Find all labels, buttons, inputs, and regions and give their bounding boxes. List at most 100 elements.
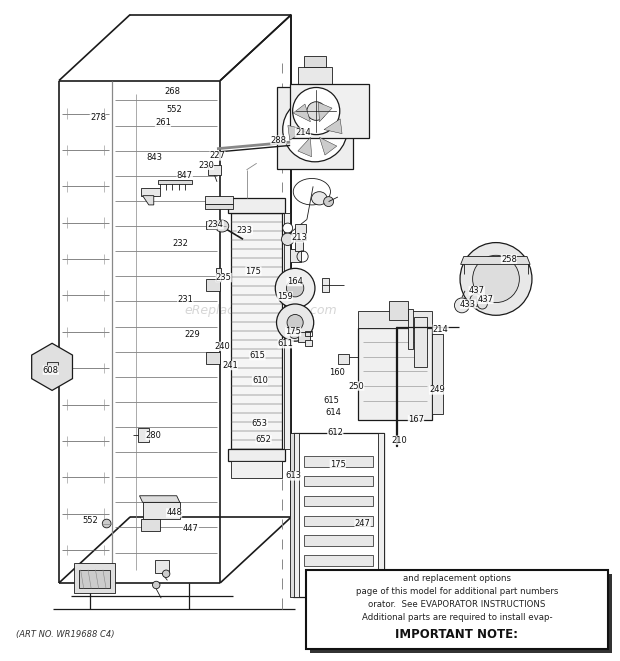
Text: 613: 613 bbox=[285, 471, 301, 481]
Circle shape bbox=[275, 268, 315, 308]
Text: 433: 433 bbox=[460, 299, 476, 309]
Bar bbox=[358, 311, 432, 328]
Polygon shape bbox=[140, 496, 180, 502]
Text: 240: 240 bbox=[214, 342, 229, 351]
Bar bbox=[408, 309, 413, 349]
Circle shape bbox=[307, 102, 326, 120]
Text: 437: 437 bbox=[469, 286, 485, 295]
Circle shape bbox=[283, 223, 293, 233]
Bar bbox=[79, 570, 110, 588]
Bar bbox=[284, 213, 290, 449]
Polygon shape bbox=[32, 343, 73, 391]
Bar bbox=[304, 456, 373, 467]
Circle shape bbox=[293, 87, 340, 135]
Bar bbox=[138, 428, 149, 442]
Bar bbox=[396, 327, 397, 446]
Text: 234: 234 bbox=[208, 220, 224, 229]
Bar bbox=[206, 279, 220, 291]
Circle shape bbox=[283, 97, 347, 162]
Circle shape bbox=[324, 196, 334, 207]
Text: 175: 175 bbox=[285, 327, 301, 336]
Text: 230: 230 bbox=[198, 161, 214, 170]
Bar bbox=[304, 56, 326, 67]
Bar bbox=[306, 570, 608, 649]
Bar bbox=[414, 317, 427, 367]
Bar bbox=[378, 433, 384, 597]
Bar bbox=[74, 563, 115, 593]
Polygon shape bbox=[298, 137, 312, 157]
Text: and replacement options: and replacement options bbox=[403, 574, 511, 582]
Text: 615: 615 bbox=[324, 396, 340, 405]
Bar bbox=[298, 67, 332, 87]
Bar bbox=[277, 87, 353, 169]
Text: 447: 447 bbox=[183, 524, 199, 533]
Text: 213: 213 bbox=[291, 233, 308, 243]
Text: 250: 250 bbox=[348, 381, 364, 391]
Bar bbox=[158, 180, 192, 184]
Ellipse shape bbox=[290, 333, 299, 338]
Polygon shape bbox=[293, 104, 311, 122]
Circle shape bbox=[162, 570, 170, 578]
Text: 614: 614 bbox=[325, 408, 341, 417]
Text: 552: 552 bbox=[82, 516, 98, 525]
Bar bbox=[432, 334, 443, 414]
Text: 652: 652 bbox=[255, 435, 272, 444]
Circle shape bbox=[306, 120, 324, 139]
Bar bbox=[208, 165, 221, 175]
Bar bbox=[322, 278, 329, 292]
Bar bbox=[228, 198, 285, 213]
Text: 268: 268 bbox=[164, 87, 180, 96]
Circle shape bbox=[477, 299, 487, 309]
Ellipse shape bbox=[460, 243, 532, 315]
Bar bbox=[389, 301, 408, 320]
Circle shape bbox=[286, 280, 304, 297]
Bar bbox=[141, 519, 160, 531]
Circle shape bbox=[277, 304, 314, 341]
Text: 233: 233 bbox=[237, 225, 253, 235]
Bar bbox=[285, 249, 301, 262]
Text: 232: 232 bbox=[172, 239, 188, 249]
Text: 164: 164 bbox=[286, 277, 303, 286]
Circle shape bbox=[153, 581, 160, 589]
Bar bbox=[304, 496, 373, 506]
Bar bbox=[358, 328, 432, 420]
Text: orator.  See EVAPORATOR INSTRUCTIONS: orator. See EVAPORATOR INSTRUCTIONS bbox=[368, 600, 546, 609]
Ellipse shape bbox=[215, 220, 229, 232]
Text: 175: 175 bbox=[330, 459, 346, 469]
Bar bbox=[46, 362, 58, 371]
Text: 280: 280 bbox=[146, 431, 162, 440]
Bar bbox=[205, 196, 232, 204]
Bar bbox=[295, 241, 303, 251]
Text: 159: 159 bbox=[277, 292, 293, 301]
Bar bbox=[231, 461, 282, 478]
Bar bbox=[309, 574, 612, 653]
Text: 437: 437 bbox=[477, 295, 494, 304]
Text: 247: 247 bbox=[355, 519, 371, 528]
Bar bbox=[141, 188, 160, 196]
Text: 160: 160 bbox=[329, 368, 345, 377]
Text: eReplacementParts.com: eReplacementParts.com bbox=[184, 304, 337, 317]
Bar bbox=[206, 221, 217, 229]
Text: (ART NO. WR19688 C4): (ART NO. WR19688 C4) bbox=[16, 630, 114, 639]
Text: 612: 612 bbox=[327, 428, 343, 437]
Text: 175: 175 bbox=[246, 266, 262, 276]
Circle shape bbox=[102, 519, 111, 528]
Bar bbox=[290, 84, 369, 138]
Text: page of this model for additional part numbers: page of this model for additional part n… bbox=[356, 587, 558, 596]
Text: 615: 615 bbox=[249, 351, 265, 360]
Ellipse shape bbox=[312, 192, 327, 205]
Circle shape bbox=[454, 298, 469, 313]
Text: Additional parts are required to install evap-: Additional parts are required to install… bbox=[361, 613, 552, 622]
Bar bbox=[304, 476, 373, 486]
Text: 231: 231 bbox=[177, 295, 193, 304]
Text: 608: 608 bbox=[43, 366, 59, 375]
Text: 235: 235 bbox=[216, 273, 232, 282]
Polygon shape bbox=[461, 256, 530, 264]
Circle shape bbox=[470, 294, 482, 306]
Text: 229: 229 bbox=[185, 330, 200, 339]
Circle shape bbox=[281, 233, 294, 245]
Bar bbox=[228, 449, 285, 461]
Text: 167: 167 bbox=[408, 415, 424, 424]
Circle shape bbox=[287, 315, 303, 330]
Text: 249: 249 bbox=[429, 385, 445, 395]
